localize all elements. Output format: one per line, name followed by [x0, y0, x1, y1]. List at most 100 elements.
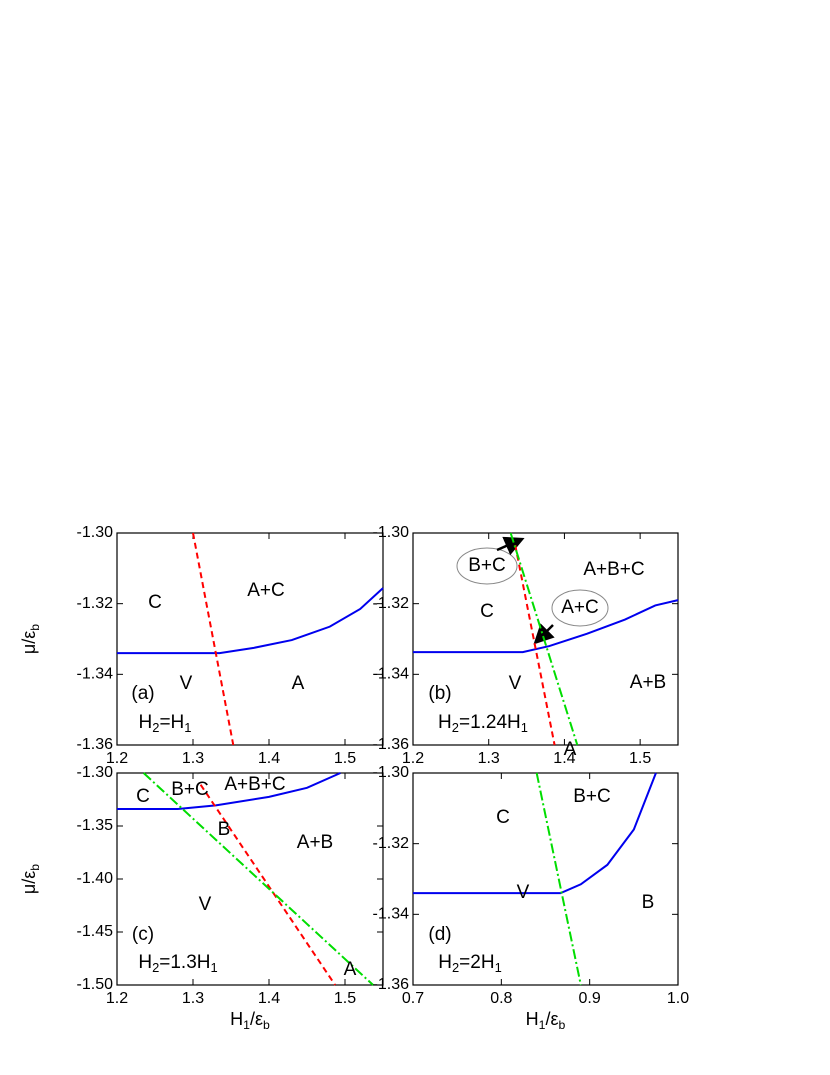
y-tick-label: -1.40: [77, 870, 114, 887]
x-tick-label: 1.5: [334, 750, 356, 767]
subscript: 1: [184, 720, 191, 735]
text-part: =1.24H: [459, 712, 521, 733]
subscript: b: [28, 864, 42, 871]
y-axis-label: μ/εb: [19, 624, 42, 654]
x-tick-label: 1.3: [182, 990, 204, 1007]
series-line: [117, 772, 341, 811]
subscript: 2: [452, 960, 459, 975]
annotation: A+C: [247, 580, 285, 601]
subscript: b: [28, 624, 42, 631]
annotation: V: [509, 673, 522, 694]
text-part: =2H: [459, 952, 494, 973]
arrow: [496, 536, 525, 556]
annotation: A+B+C: [583, 559, 644, 580]
annotation: H2=1.3H1: [138, 952, 217, 975]
x-axis-label: H1/εb: [526, 1009, 566, 1032]
y-tick-label: -1.45: [77, 923, 114, 940]
plot-frame: [116, 772, 384, 986]
x-axis-label: H1/εb: [230, 1009, 270, 1032]
plot-frame: [412, 532, 679, 746]
x-tick-label: 1.2: [106, 990, 128, 1007]
subscript: 2: [152, 960, 159, 975]
annotation: (c): [132, 924, 154, 945]
annotation: C: [148, 592, 162, 613]
y-tick-label: -1.34: [373, 666, 410, 683]
annotation: H2=2H1: [438, 952, 502, 975]
annotation: H2=H1: [139, 712, 192, 735]
annotation: A: [564, 739, 577, 760]
plot-frame: [116, 532, 384, 746]
series-line: [117, 587, 384, 655]
x-tick-label: 1.5: [629, 750, 651, 767]
text-part: H: [230, 1009, 243, 1029]
x-tick-label: 1.5: [334, 990, 356, 1007]
subscript: b: [263, 1018, 270, 1032]
plot-frame: [412, 772, 679, 986]
annotation: (b): [428, 683, 451, 704]
series-line: [413, 599, 679, 654]
subscript: 2: [452, 720, 459, 735]
x-tick-label: 1.2: [106, 750, 128, 767]
annotation: (d): [428, 924, 451, 945]
y-tick-label: -1.34: [373, 906, 410, 923]
x-tick-label: 1.0: [667, 990, 689, 1007]
subscript: 1: [243, 1018, 250, 1032]
text-part: H: [139, 712, 153, 733]
text-part: H: [438, 712, 452, 733]
series-line: [413, 772, 657, 895]
x-tick-label: 0.8: [490, 990, 512, 1007]
annotation: V: [517, 882, 530, 903]
x-tick-label: 1.4: [553, 750, 575, 767]
y-tick-label: -1.36: [77, 736, 114, 753]
x-tick-label: 1.2: [402, 750, 424, 767]
y-tick-label: -1.32: [77, 595, 114, 612]
y-tick-label: -1.30: [373, 524, 410, 541]
annotation: B: [642, 892, 655, 913]
subscript: 1: [210, 960, 217, 975]
y-tick-label: -1.30: [77, 524, 114, 541]
text-part: μ/ε: [19, 871, 39, 894]
text-part: /ε: [250, 1009, 263, 1029]
annotation: H2=1.24H1: [438, 712, 528, 735]
subscript: 1: [521, 720, 528, 735]
text-part: H: [526, 1009, 539, 1029]
y-tick-label: -1.35: [77, 817, 114, 834]
x-tick-label: 1.3: [182, 750, 204, 767]
y-tick-label: -1.36: [373, 976, 410, 993]
subscript: 2: [152, 720, 159, 735]
annotation: V: [180, 673, 193, 694]
x-tick-label: 1.3: [478, 750, 500, 767]
text-part: /ε: [545, 1009, 558, 1029]
text-part: =1.3H: [159, 952, 210, 973]
y-tick-label: -1.30: [373, 764, 410, 781]
y-tick-label: -1.30: [77, 764, 114, 781]
text-part: =H: [159, 712, 184, 733]
series-line: [514, 544, 556, 746]
ellipse: [551, 589, 609, 627]
annotation: B+C: [573, 786, 611, 807]
series-line: [199, 784, 336, 986]
annotation: A+C: [561, 597, 599, 618]
y-tick-label: -1.50: [77, 976, 114, 993]
text-part: μ/ε: [19, 631, 39, 654]
arrow: [533, 623, 555, 645]
annotation: B+C: [468, 555, 506, 576]
annotation: (a): [131, 683, 154, 704]
ellipse: [456, 547, 518, 585]
y-axis-label: μ/εb: [19, 864, 42, 894]
x-tick-label: 0.9: [579, 990, 601, 1007]
subscript: 1: [539, 1018, 546, 1032]
x-tick-label: 1.4: [258, 750, 280, 767]
y-tick-label: -1.32: [373, 835, 410, 852]
annotation: C: [480, 601, 494, 622]
series-line: [509, 532, 579, 746]
annotation: A+B+C: [224, 774, 285, 795]
annotation: A+B: [630, 672, 666, 693]
series-line: [535, 772, 582, 986]
annotation: C: [136, 786, 150, 807]
annotation: B: [218, 819, 231, 840]
subscript: 1: [495, 960, 502, 975]
annotation: V: [199, 894, 212, 915]
annotation: A: [344, 959, 357, 980]
